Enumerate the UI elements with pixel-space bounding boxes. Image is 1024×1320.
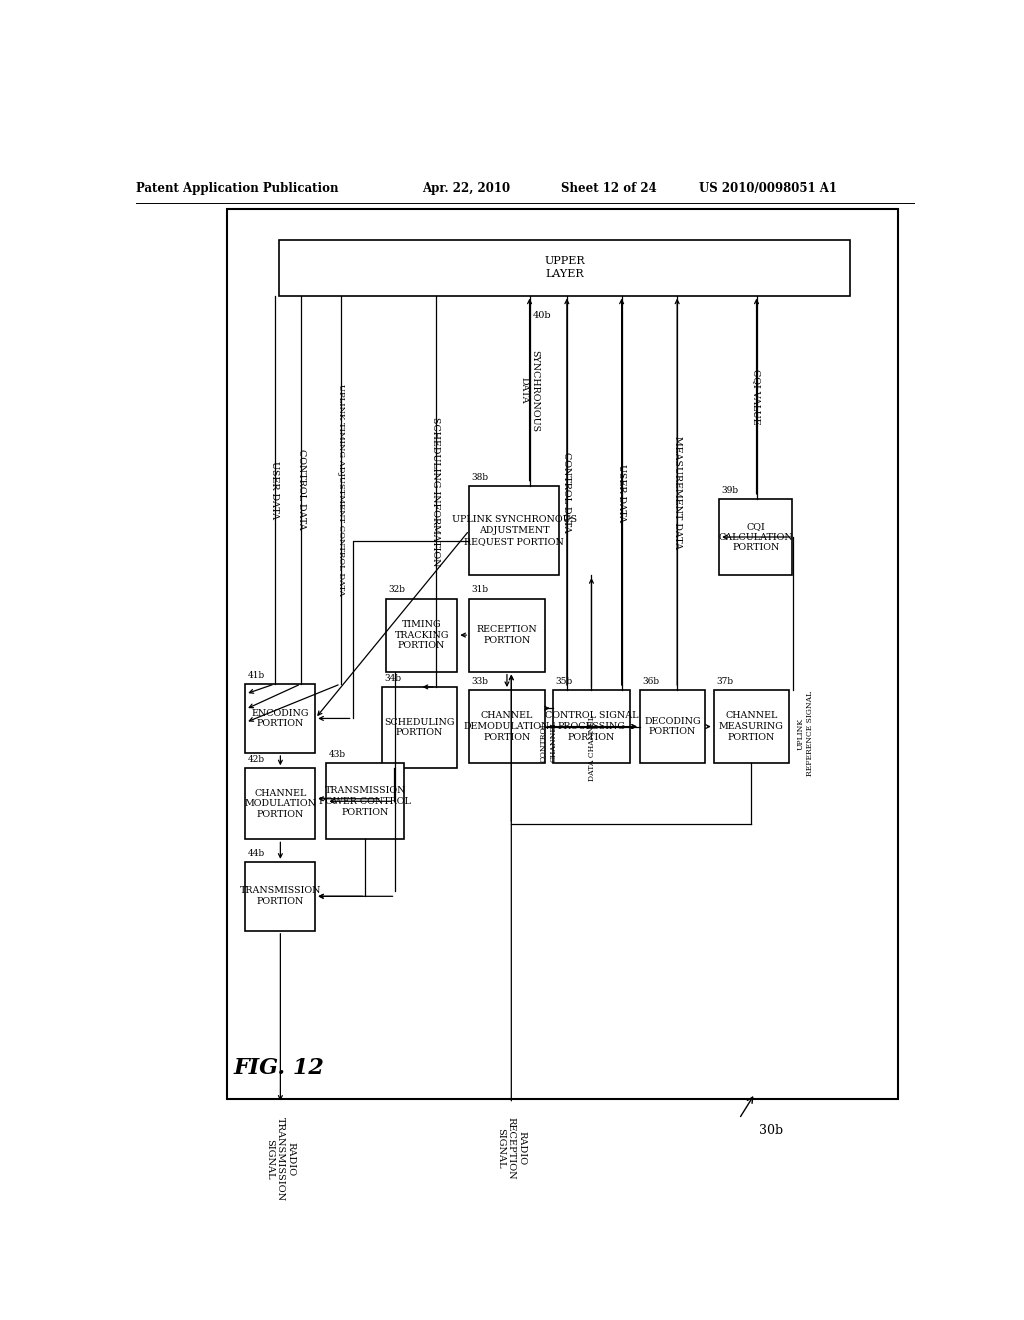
Text: 44b: 44b [248,849,265,858]
Bar [640,690,705,763]
Bar [227,209,898,1098]
Text: CONTROL SIGNAL
PROCESSING
PORTION: CONTROL SIGNAL PROCESSING PORTION [545,711,638,742]
Text: CONTROL DATA: CONTROL DATA [562,453,571,533]
Text: Sheet 12 of 24: Sheet 12 of 24 [560,182,656,195]
Text: UPPER
LAYER: UPPER LAYER [544,256,585,279]
Text: CQI VALUE: CQI VALUE [752,370,761,425]
Text: USER DATA: USER DATA [617,463,626,521]
Bar [469,690,545,763]
Text: Apr. 22, 2010: Apr. 22, 2010 [422,182,510,195]
Text: CHANNEL
MODULATION
PORTION: CHANNEL MODULATION PORTION [245,788,316,820]
Bar [246,768,315,840]
Text: DECODING
PORTION: DECODING PORTION [644,717,700,737]
Text: DATA CHANNEL: DATA CHANNEL [588,715,596,781]
Text: 31b: 31b [472,586,488,594]
Text: USER DATA: USER DATA [270,461,280,519]
Text: TRANSMISSION
POWER CONTROL
PORTION: TRANSMISSION POWER CONTROL PORTION [319,785,412,817]
Text: Patent Application Publication: Patent Application Publication [136,182,339,195]
Text: CONTROL
CHANNEL: CONTROL CHANNEL [540,721,557,762]
Text: FIG. 12: FIG. 12 [233,1057,325,1078]
Text: 37b: 37b [716,677,733,686]
Text: CHANNEL
DEMODULATION
PORTION: CHANNEL DEMODULATION PORTION [464,711,550,742]
Bar [327,763,404,840]
Text: SCHEDULING
PORTION: SCHEDULING PORTION [384,718,455,738]
Text: 38b: 38b [472,473,488,482]
Text: 42b: 42b [248,755,265,764]
Bar [386,598,458,672]
Text: MEASUREMENT DATA: MEASUREMENT DATA [673,437,682,549]
Bar [382,686,458,768]
Text: 40b: 40b [532,312,551,319]
Bar [279,240,850,296]
Text: UPLINK
REFERENCE SIGNAL: UPLINK REFERENCE SIGNAL [797,692,813,776]
Text: SCHEDULING INFORMATION: SCHEDULING INFORMATION [431,417,440,566]
Text: RECEPTION
PORTION: RECEPTION PORTION [476,626,538,645]
Text: UPLINK TIMING ADJUSTMENT CONTROL DATA: UPLINK TIMING ADJUSTMENT CONTROL DATA [337,384,345,595]
Bar [469,598,545,672]
Text: CONTROL DATA: CONTROL DATA [297,449,305,531]
Text: 34b: 34b [384,675,401,682]
Text: ENCODING
PORTION: ENCODING PORTION [252,709,309,729]
Bar [246,862,315,931]
Bar [469,486,559,576]
Text: SYNCHRONOUS
DATA: SYNCHRONOUS DATA [520,350,540,432]
Text: TRANSMISSION
PORTION: TRANSMISSION PORTION [240,887,322,907]
Text: 35b: 35b [555,677,572,686]
Text: 30b: 30b [759,1125,783,1137]
Text: TIMING
TRACKING
PORTION: TIMING TRACKING PORTION [394,620,449,651]
Text: CQI
CALCULATION
PORTION: CQI CALCULATION PORTION [719,521,794,552]
Text: RADIO
RECEPTION
SIGNAL: RADIO RECEPTION SIGNAL [496,1117,526,1180]
Text: UPLINK SYNCHRONOUS
ADJUSTMENT
REQUEST PORTION: UPLINK SYNCHRONOUS ADJUSTMENT REQUEST PO… [452,515,577,545]
Text: 39b: 39b [722,486,738,495]
Text: 32b: 32b [388,586,406,594]
Text: 41b: 41b [248,671,265,680]
Bar [553,690,631,763]
Bar [246,684,315,752]
Text: 36b: 36b [642,677,659,686]
Text: CHANNEL
MEASURING
PORTION: CHANNEL MEASURING PORTION [719,711,783,742]
Text: RADIO
TRANSMISSION
SIGNAL: RADIO TRANSMISSION SIGNAL [265,1117,296,1201]
Bar [714,690,790,763]
Text: US 2010/0098051 A1: US 2010/0098051 A1 [699,182,838,195]
Bar [719,499,793,576]
Text: 33b: 33b [472,677,488,686]
Text: 43b: 43b [329,750,346,759]
